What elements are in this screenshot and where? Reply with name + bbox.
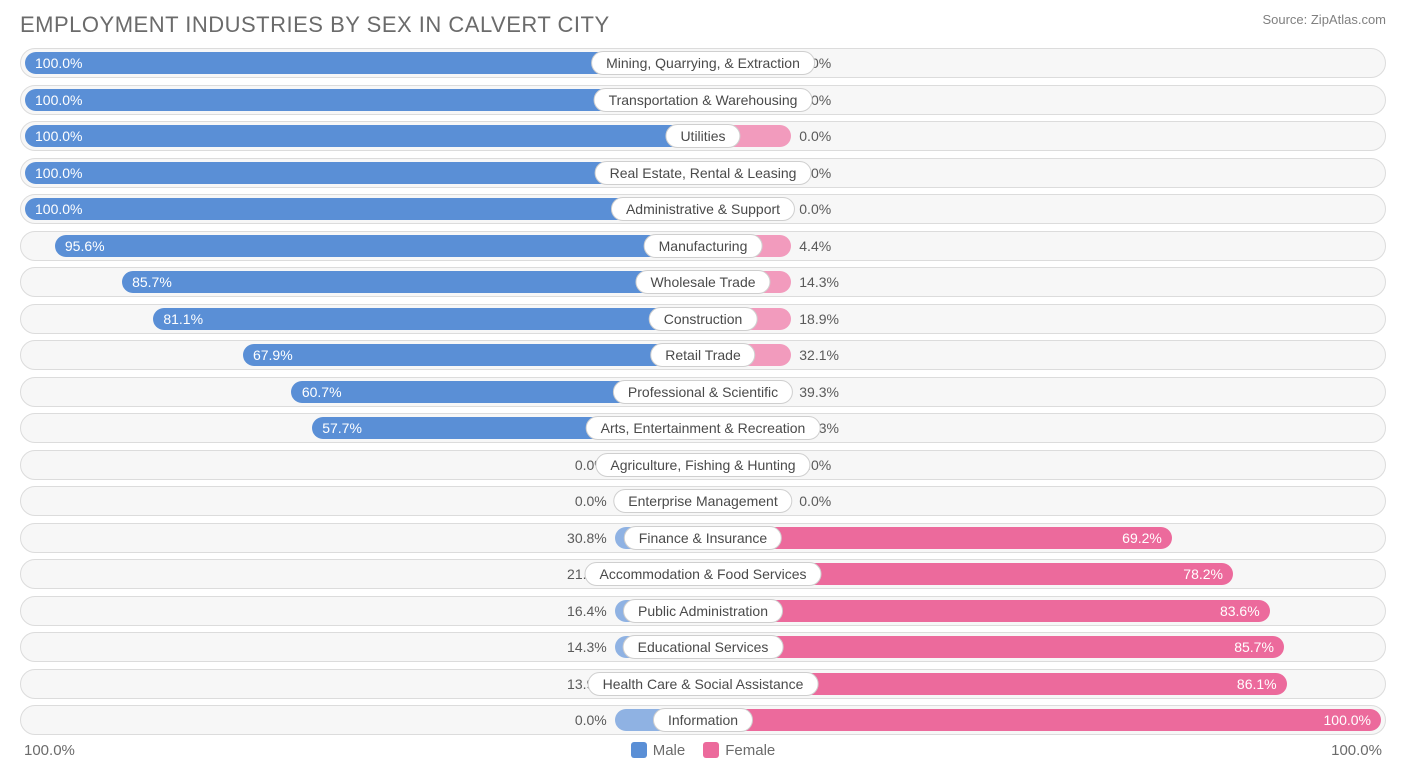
value-label-female: 86.1% [1237,676,1277,692]
bar-female [703,709,1381,731]
chart-row: Public Administration 16.4% 83.6% [20,596,1386,626]
bar-male [25,125,703,147]
value-label-male: 67.9% [253,347,293,363]
value-label-male: 14.3% [567,639,607,655]
bar-female [703,636,1284,658]
chart-row: Professional & Scientific 60.7% 39.3% [20,377,1386,407]
chart-row: Accommodation & Food Services21.8%78.2% [20,559,1386,589]
category-label: Mining, Quarrying, & Extraction [591,51,815,75]
category-label: Information [653,708,753,732]
chart-title: EMPLOYMENT INDUSTRIES BY SEX IN CALVERT … [20,12,610,38]
value-label-female: 100.0% [1324,712,1371,728]
category-label: Retail Trade [650,343,755,367]
bar-male [243,344,703,366]
bar-female [703,600,1270,622]
bar-male [25,198,703,220]
category-label: Accommodation & Food Services [585,562,822,586]
axis-left-label: 100.0% [24,742,75,759]
category-label: Real Estate, Rental & Leasing [595,161,812,185]
value-label-female: 18.9% [799,311,839,327]
chart-row: Construction 81.1% 18.9% [20,304,1386,334]
legend-item-male: Male [631,742,686,759]
chart-row: Utilities 100.0% 0.0% [20,121,1386,151]
category-label: Health Care & Social Assistance [588,672,819,696]
category-label: Professional & Scientific [613,380,793,404]
chart-row: Manufacturing 95.6% 4.4% [20,231,1386,261]
value-label-female: 85.7% [1234,639,1274,655]
chart-row: Educational Services 14.3% 85.7% [20,632,1386,662]
category-label: Transportation & Warehousing [594,88,813,112]
chart-row: Finance & Insurance 30.8% 69.2% [20,523,1386,553]
chart-row: Mining, Quarrying, & Extraction100.0%0.0… [20,48,1386,78]
value-label-male: 60.7% [302,384,342,400]
value-label-male: 95.6% [65,238,105,254]
category-label: Construction [649,307,758,331]
value-label-male: 0.0% [575,493,607,509]
legend-swatch-male [631,742,647,758]
value-label-female: 0.0% [799,201,831,217]
value-label-male: 100.0% [35,165,82,181]
legend-label-female: Female [725,742,775,759]
category-label: Manufacturing [644,234,763,258]
value-label-female: 78.2% [1183,566,1223,582]
value-label-female: 83.6% [1220,603,1260,619]
legend-label-male: Male [653,742,686,759]
chart-row: Agriculture, Fishing & Hunting0.0%0.0% [20,450,1386,480]
legend-swatch-female [703,742,719,758]
value-label-female: 0.0% [799,128,831,144]
value-label-female: 32.1% [799,347,839,363]
chart-row: Arts, Entertainment & Recreation57.7%42.… [20,413,1386,443]
value-label-male: 85.7% [132,274,172,290]
chart-row: Information 0.0% 100.0% [20,705,1386,735]
source-attribution: Source: ZipAtlas.com [1262,12,1386,27]
value-label-male: 81.1% [163,311,203,327]
category-label: Administrative & Support [611,197,795,221]
chart-header: EMPLOYMENT INDUSTRIES BY SEX IN CALVERT … [20,12,1386,38]
value-label-male: 100.0% [35,201,82,217]
bar-male [153,308,703,330]
chart-row: Retail Trade 67.9% 32.1% [20,340,1386,370]
chart-row: Real Estate, Rental & Leasing100.0%0.0% [20,158,1386,188]
category-label: Utilities [665,124,740,148]
bar-male [55,235,703,257]
chart-row: Enterprise Management 0.0% 0.0% [20,486,1386,516]
chart-footer: 100.0% Male Female 100.0% [20,742,1386,759]
chart-row: Health Care & Social Assistance13.9%86.1… [20,669,1386,699]
axis-right-label: 100.0% [1331,742,1382,759]
category-label: Arts, Entertainment & Recreation [586,416,821,440]
value-label-male: 100.0% [35,55,82,71]
legend: Male Female [631,742,776,759]
bar-male [122,271,703,293]
category-label: Wholesale Trade [635,270,770,294]
category-label: Finance & Insurance [624,526,782,550]
legend-item-female: Female [703,742,775,759]
value-label-female: 4.4% [799,238,831,254]
chart-row: Administrative & Support 100.0% 0.0% [20,194,1386,224]
value-label-female: 14.3% [799,274,839,290]
category-label: Agriculture, Fishing & Hunting [595,453,810,477]
value-label-male: 16.4% [567,603,607,619]
value-label-male: 0.0% [575,712,607,728]
value-label-male: 57.7% [322,420,362,436]
category-label: Educational Services [623,635,784,659]
category-label: Public Administration [623,599,783,623]
value-label-female: 69.2% [1122,530,1162,546]
chart-row: Wholesale Trade 85.7% 14.3% [20,267,1386,297]
value-label-male: 100.0% [35,92,82,108]
diverging-bar-chart: Mining, Quarrying, & Extraction 100.0% 0.0… [20,48,1386,735]
value-label-female: 39.3% [799,384,839,400]
category-label: Enterprise Management [613,489,792,513]
value-label-female: 0.0% [799,493,831,509]
chart-row: Transportation & Warehousing100.0%0.0% [20,85,1386,115]
value-label-male: 30.8% [567,530,607,546]
value-label-male: 100.0% [35,128,82,144]
